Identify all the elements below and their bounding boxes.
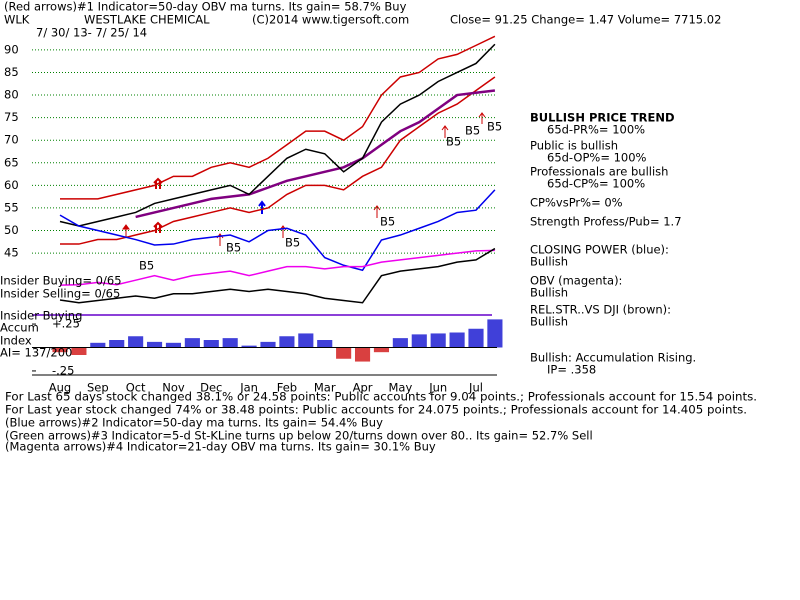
y-tick-label: 75 <box>4 110 19 124</box>
panel-text: Bullish <box>530 286 568 300</box>
annotation: B5 <box>226 241 241 255</box>
x-tick-label: Nov <box>162 381 185 395</box>
accum-bar <box>279 336 295 348</box>
panel-text: CLOSING POWER (blue): <box>530 243 669 257</box>
accum-bar <box>146 341 163 348</box>
annotation: B5 <box>487 120 502 134</box>
panel-text: Professionals are bullish <box>530 165 668 179</box>
series-line <box>59 43 496 227</box>
annotation: B5 <box>380 215 395 229</box>
panel-text: REL.STR..VS DJI (brown): <box>530 303 671 317</box>
accum-bar <box>373 347 390 353</box>
copyright: (C)2014 www.tigersoft.com <box>252 13 409 27</box>
y-tick-label: 45 <box>4 246 19 260</box>
accum-bar <box>184 338 200 348</box>
footer-line: For Last 65 days stock changed 38.1% or … <box>5 390 757 404</box>
panel-text: BULLISH PRICE TREND <box>530 111 675 125</box>
left-label: Index <box>0 334 32 348</box>
accum-bar <box>203 340 219 348</box>
accum-bar <box>336 347 352 359</box>
y-tick-label: 60 <box>4 178 19 192</box>
panel-text: 65d-PR%= 100% <box>547 123 645 137</box>
accum-bar <box>468 328 484 348</box>
x-tick-label: Mar <box>314 381 336 395</box>
x-tick-label: Oct <box>126 381 146 395</box>
left-label: AI= 137/200 <box>0 346 72 360</box>
left-label: Accum <box>0 321 39 335</box>
series-line <box>59 249 495 286</box>
panel-text: CP%vsPr%= 0% <box>530 196 623 210</box>
accum-bar <box>392 338 408 348</box>
left-label: Insider Buying <box>0 309 82 323</box>
footer-line: (Magenta arrows)#4 Indicator=21-day OBV … <box>5 440 436 454</box>
accum-bar <box>90 342 106 348</box>
panel-text: Public is bullish <box>530 139 618 153</box>
footer-line: (Green arrows)#3 Indicator=5-d St-KLine … <box>5 429 593 443</box>
symbol: WLK <box>4 13 30 27</box>
x-tick-label: Jul <box>468 381 483 395</box>
accum-bar <box>109 340 125 348</box>
y-tick-label: 80 <box>4 88 19 102</box>
panel-text: Strength Profess/Pub= 1.7 <box>530 215 682 229</box>
panel-text: Bullish <box>530 255 568 269</box>
accum-bar <box>354 347 371 362</box>
accum-bar <box>241 345 257 348</box>
accum-tick-label: +.25 <box>52 317 80 331</box>
accum-bar <box>222 338 238 348</box>
x-tick-label: Feb <box>277 381 297 395</box>
accum-bar <box>165 342 182 348</box>
panel-text: Bullish: Accumulation Rising. <box>530 351 696 365</box>
accum-bar <box>298 333 314 348</box>
accum-bar <box>71 347 87 355</box>
annotation: B5 <box>465 124 480 138</box>
quote: Close= 91.25 Change= 1.47 Volume= 7715.0… <box>450 13 721 27</box>
company: WESTLAKE CHEMICAL <box>84 13 210 27</box>
y-tick-label: 85 <box>4 65 19 79</box>
accum-bar <box>317 340 333 348</box>
x-tick-label: Dec <box>200 381 222 395</box>
panel-text: 65d-OP%= 100% <box>547 151 647 165</box>
x-tick-label: Apr <box>353 381 373 395</box>
y-tick-label: 65 <box>4 155 19 169</box>
series-line <box>60 35 496 200</box>
date-range: 7/ 30/ 13- 7/ 25/ 14 <box>36 26 147 40</box>
footer-line: For Last year stock changed 74% or 38.48… <box>5 403 747 417</box>
header-line: (Red arrows)#1 Indicator=50-day OBV ma t… <box>4 0 407 14</box>
accum-bar <box>128 336 144 348</box>
accum-bar <box>260 341 276 348</box>
panel-text: IP= .358 <box>547 363 596 377</box>
accum-tick-label: -.25 <box>52 363 74 377</box>
y-tick-label: 55 <box>4 200 19 214</box>
left-label: Insider Selling= 0/65 <box>0 287 120 301</box>
panel-text: 65d-CP%= 100% <box>547 177 645 191</box>
panel-text: OBV (magenta): <box>530 274 622 288</box>
y-tick-label: 90 <box>4 42 19 56</box>
x-tick-label: May <box>388 381 412 395</box>
x-tick-label: Aug <box>49 381 71 395</box>
x-tick-label: Sep <box>87 381 109 395</box>
y-tick-label: 50 <box>4 223 19 237</box>
footer-line: (Blue arrows)#2 Indicator=50-day ma turn… <box>5 416 383 430</box>
panel-text: Bullish <box>530 315 568 329</box>
series-line <box>60 76 496 245</box>
y-tick-label: 70 <box>4 133 19 147</box>
accum-bar <box>52 347 68 353</box>
left-label: Insider Buying= 0/65 <box>0 274 122 288</box>
annotation: B5 <box>285 236 300 250</box>
series-line <box>59 247 496 304</box>
annotation: B5 <box>139 259 154 273</box>
accum-bar <box>430 333 446 348</box>
annotation: B5 <box>446 135 461 149</box>
accum-bar <box>411 334 427 348</box>
accum-bar <box>449 332 465 348</box>
x-tick-label: Jun <box>428 381 447 395</box>
accum-bar <box>487 319 503 348</box>
x-tick-label: Jan <box>239 381 258 395</box>
series-line <box>59 189 496 272</box>
series-line <box>135 89 496 219</box>
